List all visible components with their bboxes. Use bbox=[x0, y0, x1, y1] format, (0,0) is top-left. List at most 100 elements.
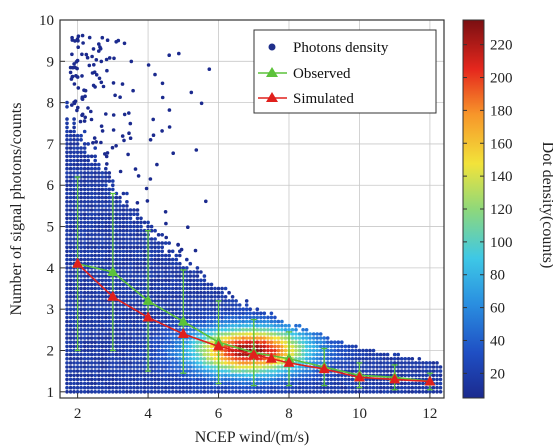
density-point bbox=[167, 253, 171, 258]
density-point bbox=[89, 323, 94, 328]
density-point bbox=[153, 270, 157, 274]
density-point bbox=[112, 56, 116, 61]
x-tick-label: 4 bbox=[144, 406, 152, 422]
density-point bbox=[82, 311, 87, 316]
density-point bbox=[97, 76, 102, 81]
density-point bbox=[125, 261, 129, 266]
density-point bbox=[128, 373, 133, 378]
density-point bbox=[160, 261, 164, 266]
density-point bbox=[171, 151, 175, 155]
density-point bbox=[118, 385, 122, 390]
density-point bbox=[118, 319, 122, 324]
density-point bbox=[93, 295, 97, 299]
density-point bbox=[114, 191, 119, 196]
density-point bbox=[122, 41, 127, 46]
density-point bbox=[75, 390, 80, 394]
density-point bbox=[86, 171, 90, 175]
density-point bbox=[248, 328, 252, 332]
density-point bbox=[188, 369, 193, 373]
density-point bbox=[389, 361, 394, 365]
density-point bbox=[192, 369, 196, 373]
density-point bbox=[74, 60, 79, 64]
density-point bbox=[65, 220, 69, 225]
density-point bbox=[167, 336, 171, 340]
density-point bbox=[68, 369, 73, 373]
density-point bbox=[223, 357, 228, 361]
density-point bbox=[89, 311, 94, 316]
density-point bbox=[132, 295, 136, 299]
density-point bbox=[163, 270, 168, 274]
density-point bbox=[135, 228, 140, 233]
density-point bbox=[72, 253, 76, 258]
density-point bbox=[223, 315, 228, 320]
density-point bbox=[93, 166, 97, 171]
density-point bbox=[361, 381, 365, 386]
density-point bbox=[65, 295, 69, 299]
density-point bbox=[185, 286, 189, 291]
density-point bbox=[287, 323, 291, 328]
density-point bbox=[72, 101, 77, 106]
density-point bbox=[244, 303, 249, 307]
density-point bbox=[241, 352, 245, 357]
density-point bbox=[100, 299, 105, 303]
density-point bbox=[385, 365, 390, 369]
density-point bbox=[368, 348, 372, 353]
density-point bbox=[118, 377, 122, 382]
density-point bbox=[333, 390, 337, 394]
density-point bbox=[82, 212, 87, 216]
density-point bbox=[89, 348, 94, 353]
density-point bbox=[209, 328, 214, 332]
density-point bbox=[72, 62, 76, 66]
density-point bbox=[107, 307, 112, 312]
density-point bbox=[72, 365, 76, 369]
density-point bbox=[107, 175, 112, 179]
density-point bbox=[107, 336, 112, 340]
density-point bbox=[248, 340, 252, 345]
density-point bbox=[290, 369, 295, 373]
density-point bbox=[118, 270, 122, 274]
density-point bbox=[167, 319, 171, 324]
density-point bbox=[167, 299, 171, 303]
density-point bbox=[192, 340, 196, 345]
density-point bbox=[125, 344, 129, 349]
density-point bbox=[79, 311, 83, 316]
density-point bbox=[111, 361, 115, 365]
colorbar-tick-label: 180 bbox=[490, 103, 513, 119]
density-point bbox=[276, 348, 281, 353]
density-point bbox=[308, 385, 312, 390]
density-point bbox=[213, 390, 217, 394]
density-point bbox=[195, 365, 200, 369]
density-point bbox=[153, 307, 157, 312]
density-point bbox=[202, 311, 207, 316]
density-point bbox=[79, 385, 83, 390]
density-point bbox=[72, 138, 76, 142]
density-point bbox=[354, 344, 358, 349]
density-point bbox=[227, 328, 231, 332]
density-point bbox=[248, 323, 252, 328]
density-point bbox=[72, 220, 76, 225]
density-point bbox=[89, 109, 93, 114]
density-point bbox=[290, 373, 295, 378]
density-point bbox=[297, 369, 302, 373]
density-point bbox=[139, 390, 143, 394]
density-point bbox=[100, 319, 105, 324]
density-point bbox=[121, 245, 126, 249]
density-point bbox=[139, 303, 143, 307]
density-point bbox=[132, 290, 136, 295]
density-point bbox=[114, 352, 119, 357]
density-point bbox=[132, 385, 136, 390]
density-point bbox=[315, 344, 320, 349]
density-point bbox=[86, 166, 90, 171]
density-point bbox=[343, 344, 348, 349]
density-point bbox=[213, 315, 217, 320]
density-point bbox=[139, 336, 143, 340]
density-point bbox=[72, 208, 76, 212]
density-point bbox=[118, 373, 122, 378]
density-point bbox=[135, 299, 140, 303]
density-point bbox=[195, 274, 200, 278]
density-point bbox=[100, 315, 105, 320]
density-point bbox=[89, 241, 94, 245]
density-point bbox=[79, 348, 83, 353]
density-point bbox=[132, 278, 136, 283]
density-point bbox=[121, 373, 126, 378]
